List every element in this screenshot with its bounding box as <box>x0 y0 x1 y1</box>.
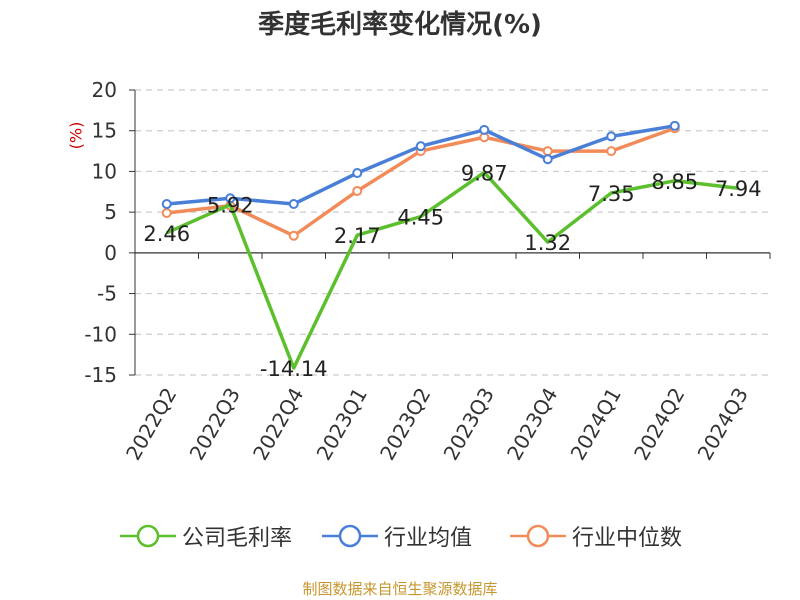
y-tick-label: 15 <box>92 119 117 143</box>
data-label: 5.92 <box>207 194 254 218</box>
data-point <box>288 199 299 209</box>
data-point <box>352 168 363 179</box>
legend: 公司毛利率 行业均值 行业中位数 <box>0 518 800 554</box>
data-label: 4.45 <box>397 206 444 230</box>
data-point <box>225 193 236 204</box>
legend-item[interactable]: 行业均值 <box>322 518 472 554</box>
data-label: 2.17 <box>334 224 381 248</box>
series-line-1 <box>166 170 739 370</box>
data-label: 2.46 <box>143 222 190 246</box>
y-tick-label: 0 <box>104 241 117 265</box>
data-point <box>288 230 299 241</box>
legend-item[interactable]: 行业中位数 <box>510 518 682 554</box>
y-tick-label: 10 <box>92 159 117 183</box>
data-point <box>161 207 172 218</box>
data-point <box>352 185 363 196</box>
legend-label: 公司毛利率 <box>182 526 293 551</box>
legend-label: 行业均值 <box>384 526 473 551</box>
y-tick-label: -5 <box>97 282 117 306</box>
data-label-layer: 2.46 5.92 -14.14 2.17 4.45 9.87 1.32 7.35 8.85 7.… <box>143 161 761 381</box>
chart-title: 季度毛利率变化情况(%) <box>258 10 542 40</box>
data-label: 9.87 <box>461 161 508 185</box>
data-label: 7.94 <box>715 177 762 201</box>
x-tick-label: 2023Q1 <box>312 384 372 465</box>
x-tick-label: 2022Q4 <box>248 384 308 465</box>
x-tick-label: 2023Q4 <box>502 384 562 465</box>
source-note: 制图数据来自恒生聚源数据库 <box>302 580 498 598</box>
y-tick-label: 20 <box>92 78 117 102</box>
y-tick-label: -15 <box>84 363 117 387</box>
data-point <box>161 199 172 209</box>
legend-item[interactable]: 公司毛利率 <box>120 518 292 554</box>
y-tick-label: 5 <box>104 200 117 224</box>
x-tick-label: 2023Q2 <box>375 384 435 465</box>
data-point <box>669 120 680 131</box>
y-tick-label: -10 <box>84 322 117 346</box>
legend-marker-icon <box>510 524 566 548</box>
x-tick-label: 2024Q1 <box>566 384 626 465</box>
data-label: -14.14 <box>260 357 328 381</box>
data-point <box>479 124 490 135</box>
data-point <box>606 146 617 157</box>
data-label: 8.85 <box>651 170 698 194</box>
legend-marker-icon <box>120 524 176 548</box>
data-label: 1.32 <box>524 231 571 255</box>
series-layer <box>161 120 739 370</box>
data-point <box>542 154 553 165</box>
data-point <box>606 131 617 142</box>
data-point <box>542 146 553 157</box>
data-point <box>415 141 426 152</box>
legend-marker-icon <box>322 524 378 548</box>
x-tick-label: 2023Q3 <box>439 384 499 465</box>
data-label: 7.35 <box>588 182 635 206</box>
legend-label: 行业中位数 <box>572 526 683 551</box>
x-tick-label: 2022Q3 <box>185 384 245 465</box>
x-tick-label: 2024Q2 <box>629 384 689 465</box>
x-tick-label: 2022Q2 <box>121 384 181 465</box>
x-tick-label: 2024Q3 <box>693 384 753 465</box>
